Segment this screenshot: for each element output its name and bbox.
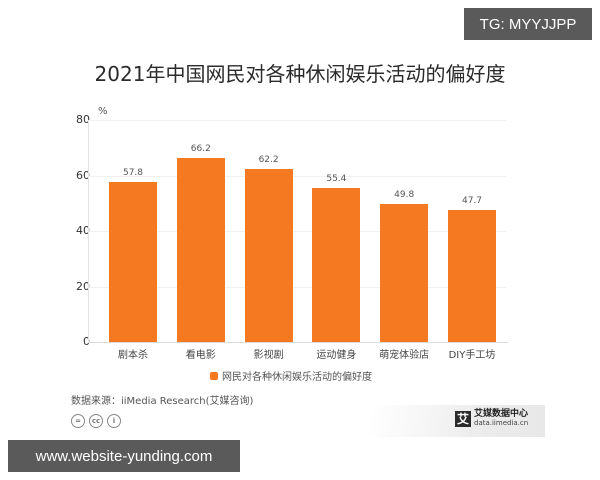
bar xyxy=(448,209,496,342)
x-tick-label: 萌宠体验店 xyxy=(379,350,430,361)
creative-commons-icon: cc xyxy=(89,414,103,428)
legend: 网民对各种休闲娱乐活动的偏好度 xyxy=(0,368,600,383)
bar-chart: % 0 20 40 60 80 57.8 剧本杀 66.2 看电影 62.2 影视剧 55.… xyxy=(76,106,508,361)
x-tick-label: 看电影 xyxy=(185,350,216,361)
bar xyxy=(176,158,225,342)
brand-logo-block: 艾 艾媒数据中心 data.iimedia.cn xyxy=(455,410,528,427)
y-tick: 80 xyxy=(76,113,90,126)
gridline xyxy=(88,231,506,232)
bar-value-label: 66.2 xyxy=(190,144,211,155)
gridline xyxy=(88,176,506,177)
chart-title: 2021年中国网民对各种休闲娱乐活动的偏好度 xyxy=(94,62,506,86)
bar xyxy=(109,181,157,342)
bar xyxy=(244,169,293,342)
bar-value-label: 49.8 xyxy=(394,189,415,200)
bar-value-label: 47.7 xyxy=(461,195,483,206)
license-icons: = cc i xyxy=(71,414,121,428)
y-tick: 60 xyxy=(76,169,90,182)
x-tick-label: 影视剧 xyxy=(253,350,284,361)
bar-value-label: 62.2 xyxy=(258,155,279,166)
tg-badge: TG: MYYJJPP xyxy=(464,8,592,40)
legend-label: 网民对各种休闲娱乐活动的偏好度 xyxy=(222,372,372,383)
y-tick: 20 xyxy=(76,280,90,293)
y-tick: 40 xyxy=(76,224,90,237)
attribution-icon: i xyxy=(107,414,121,428)
y-tick: 0 xyxy=(83,335,90,348)
x-tick-label: 剧本杀 xyxy=(118,350,148,361)
gridline xyxy=(88,287,506,288)
data-source: 数据来源：iiMedia Research(艾媒咨询) xyxy=(71,396,254,407)
y-axis-unit: % xyxy=(98,106,108,117)
iimedia-logo-icon: 艾 xyxy=(455,410,471,427)
bar-value-label: 55.4 xyxy=(326,174,347,185)
x-tick-label: DIY手工坊 xyxy=(448,350,496,361)
legend-swatch xyxy=(210,371,218,380)
website-watermark: www.website-yunding.com xyxy=(8,440,240,472)
no-derivatives-icon: = xyxy=(71,414,85,428)
x-axis xyxy=(88,342,508,343)
bar-value-label: 57.8 xyxy=(122,167,144,178)
brand-name: 艾媒数据中心 xyxy=(474,409,529,419)
x-tick-label: 运动健身 xyxy=(316,350,357,361)
brand-url: data.iimedia.cn xyxy=(474,419,529,427)
bar xyxy=(312,188,361,342)
y-axis xyxy=(88,120,89,342)
gridline xyxy=(88,120,506,121)
bar xyxy=(380,203,429,342)
